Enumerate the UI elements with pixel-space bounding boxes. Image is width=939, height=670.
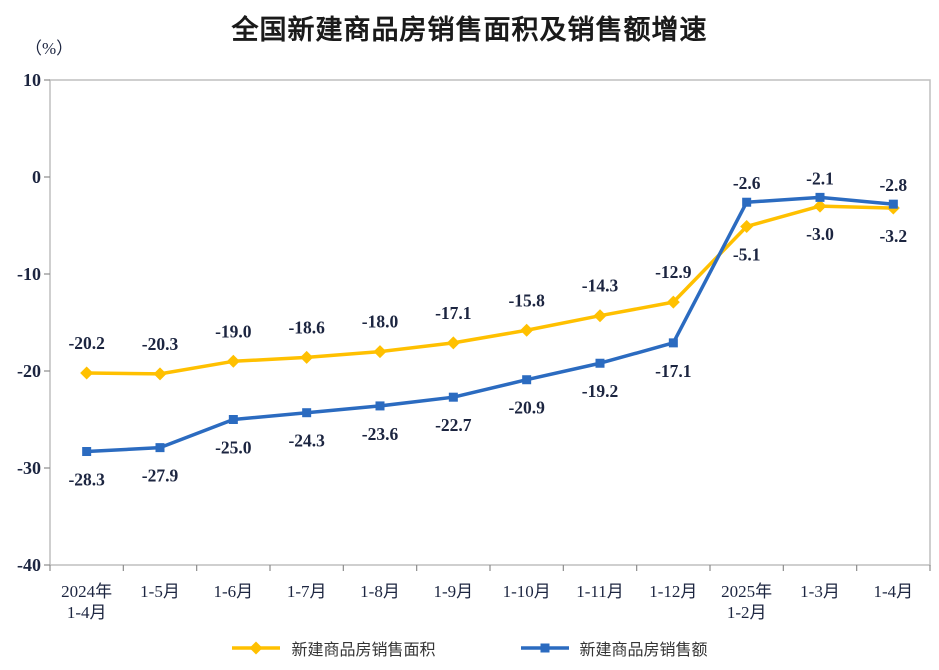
x-category-label-line: 1-8月 <box>360 582 400 601</box>
x-category-label-line: 1-6月 <box>213 582 253 601</box>
x-category-label: 1-9月 <box>433 582 473 601</box>
data-label: -28.3 <box>68 470 105 490</box>
y-tick-label: 0 <box>32 167 41 187</box>
x-category-label: 1-8月 <box>360 582 400 601</box>
series-line-sales-area <box>84 204 896 376</box>
y-tick-label: -40 <box>17 555 41 575</box>
series-line-sales-amount <box>84 195 896 454</box>
data-label: -18.0 <box>362 312 399 332</box>
data-point-square-marker <box>302 408 312 418</box>
x-category-label-line: 1-3月 <box>800 582 840 601</box>
x-category-label-line: 2024年 <box>61 582 112 601</box>
data-point-diamond-marker <box>520 323 534 337</box>
x-category-label: 1-12月 <box>649 582 697 601</box>
x-category-label: 2025年 1-2月 <box>721 582 772 622</box>
data-point-square-marker <box>742 197 752 207</box>
x-category-label-line: 1-7月 <box>287 582 327 601</box>
x-category-label-line: 1-11月 <box>576 582 624 601</box>
data-label: -25.0 <box>215 438 252 458</box>
y-tick-label: -20 <box>17 361 41 381</box>
x-category-label-line: 1-4月 <box>67 603 107 622</box>
y-axis-unit-label: （%） <box>25 39 74 58</box>
data-point-square-marker <box>668 338 678 348</box>
legend-item-sales-amount: 新建商品房销售额 <box>520 636 708 660</box>
data-label: -23.6 <box>362 424 399 444</box>
data-label: -2.1 <box>806 168 834 188</box>
x-category-label: 1-7月 <box>287 582 327 601</box>
data-label: -14.3 <box>582 276 619 296</box>
data-point-square-marker <box>82 447 92 457</box>
data-label: -19.0 <box>215 321 252 341</box>
data-label: -27.9 <box>142 466 179 486</box>
data-label: -20.2 <box>68 333 104 353</box>
data-label: -19.2 <box>582 381 618 401</box>
data-point-diamond-marker <box>80 366 94 380</box>
x-category-label-line: 2025年 <box>721 582 772 601</box>
data-label: -12.9 <box>655 262 692 282</box>
sales-area-legend-marker-icon <box>232 641 281 655</box>
data-label: -3.2 <box>879 226 907 246</box>
data-point-diamond-marker <box>226 354 240 368</box>
data-point-diamond-marker <box>446 336 460 350</box>
data-point-diamond-marker <box>666 295 680 309</box>
x-category-label-line: 1-2月 <box>727 603 767 622</box>
data-label: -2.8 <box>879 175 907 195</box>
chart-title: 全国新建商品房销售面积及销售额增速 <box>231 15 708 45</box>
square-marker-icon <box>540 643 549 653</box>
x-category-label: 1-4月 <box>873 582 913 601</box>
y-tick-label: -30 <box>17 458 41 478</box>
data-label: -24.3 <box>288 431 325 451</box>
plot-frame <box>49 79 931 566</box>
data-point-diamond-marker <box>740 219 754 233</box>
x-category-label: 1-5月 <box>140 582 180 601</box>
x-category-label-line: 1-5月 <box>140 582 180 601</box>
data-point-square-marker <box>522 375 532 385</box>
legend-label-sales-area: 新建商品房销售面积 <box>291 642 436 659</box>
x-category-label: 1-10月 <box>503 582 551 601</box>
data-label: -22.7 <box>435 415 472 435</box>
data-point-square-marker <box>155 443 165 453</box>
data-point-diamond-marker <box>153 367 167 381</box>
data-label: -20.9 <box>508 398 545 418</box>
data-label: -5.1 <box>733 244 761 264</box>
x-category-label: 2024年 1-4月 <box>61 582 112 622</box>
x-category-label-line: 1-9月 <box>433 582 473 601</box>
data-label: -17.1 <box>435 303 471 323</box>
y-tick-label: -10 <box>17 264 41 284</box>
data-point-diamond-marker <box>813 199 827 213</box>
x-category-label: 1-3月 <box>800 582 840 601</box>
data-point-square-marker <box>815 192 825 202</box>
data-point-diamond-marker <box>593 309 607 323</box>
data-label: -3.0 <box>806 224 834 244</box>
data-point-square-marker <box>448 392 458 402</box>
x-category-label: 1-6月 <box>213 582 253 601</box>
data-point-diamond-marker <box>300 350 314 364</box>
data-point-square-marker <box>888 199 898 209</box>
diamond-marker-icon <box>249 641 263 655</box>
x-category-label-line: 1-4月 <box>873 582 913 601</box>
y-tick-label: 10 <box>23 70 41 90</box>
x-category-label: 1-11月 <box>576 582 624 601</box>
legend: 新建商品房销售面积 新建商品房销售额 <box>0 636 939 660</box>
legend-label-sales-amount: 新建商品房销售额 <box>579 642 708 659</box>
data-point-diamond-marker <box>373 345 387 359</box>
data-label: -15.8 <box>508 290 545 310</box>
x-category-label-line: 1-10月 <box>503 582 551 601</box>
legend-item-sales-area: 新建商品房销售面积 <box>231 636 436 660</box>
data-point-square-marker <box>595 358 605 368</box>
x-category-label-line: 1-12月 <box>649 582 697 601</box>
data-point-square-marker <box>228 415 238 424</box>
data-label: -20.3 <box>142 334 179 354</box>
data-label: -2.6 <box>733 173 761 193</box>
sales-amount-legend-marker-icon <box>520 643 569 653</box>
data-point-square-marker <box>375 401 385 411</box>
data-label: -17.1 <box>655 361 691 381</box>
data-label: -18.6 <box>288 317 325 337</box>
